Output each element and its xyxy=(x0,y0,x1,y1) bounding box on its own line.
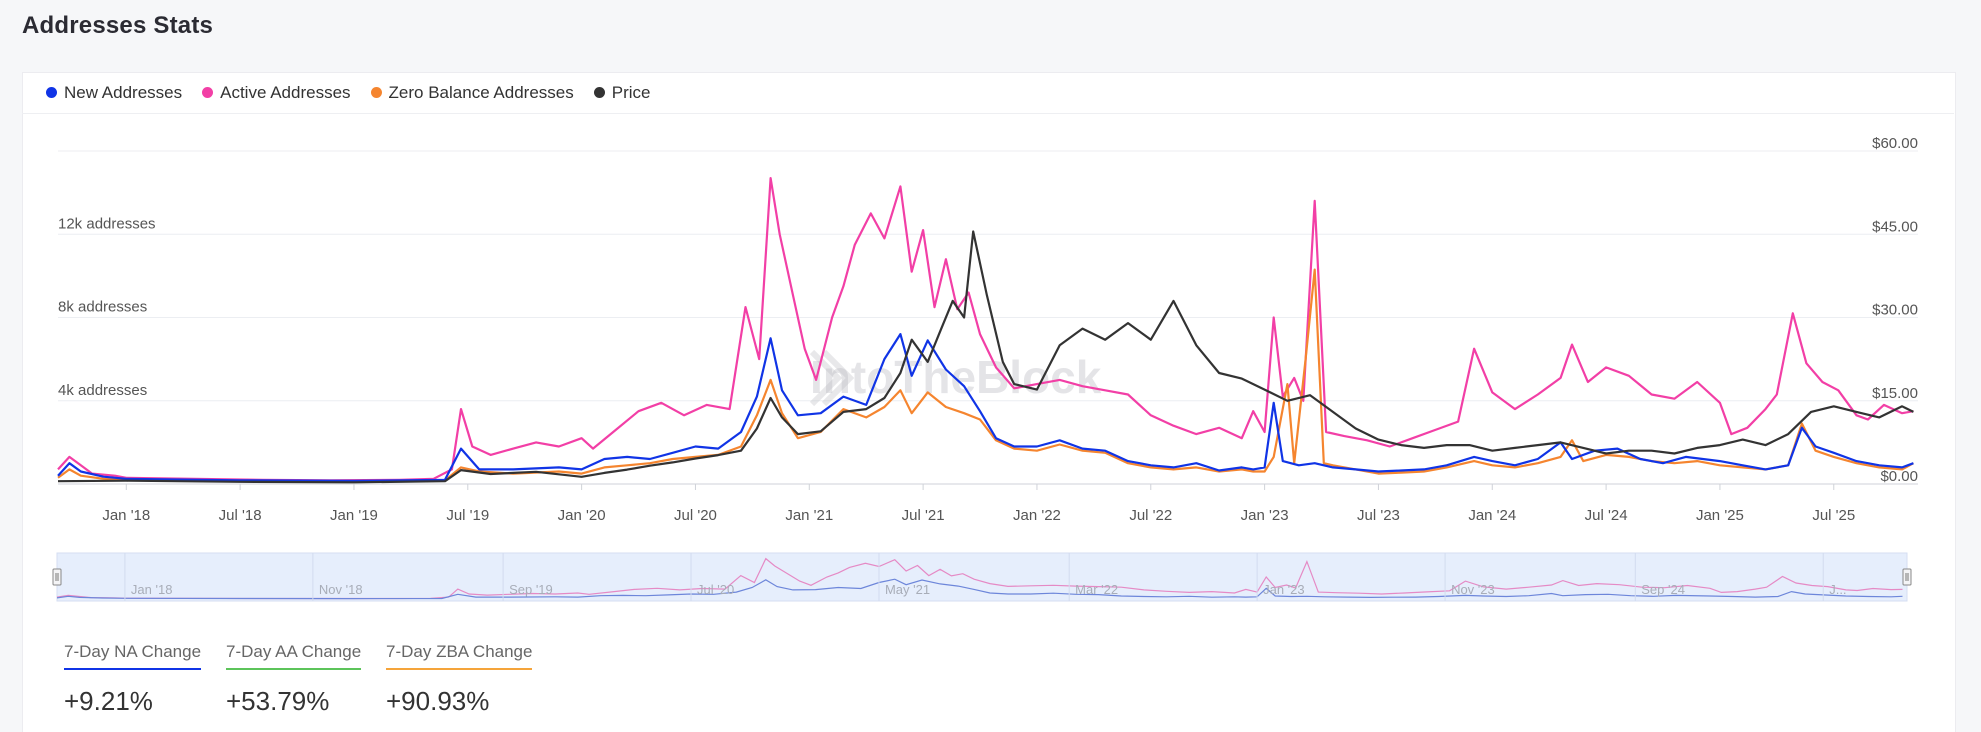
navigator-tick-label: Jan '18 xyxy=(131,582,173,597)
x-tick-label: Jan '23 xyxy=(1241,507,1289,524)
watermark-text: IntoTheBlock xyxy=(810,351,1102,403)
legend-label-active-addresses: Active Addresses xyxy=(220,82,351,102)
x-tick-label: Jul '19 xyxy=(446,507,489,524)
x-tick-label: Jan '18 xyxy=(102,507,150,524)
handle-grip xyxy=(1902,568,1912,586)
navigator-tick-label: J... xyxy=(1829,582,1846,597)
navigator-tick-label: Sep '19 xyxy=(509,582,553,597)
x-tick-label: Jul '25 xyxy=(1812,507,1855,524)
x-tick-label: Jul '20 xyxy=(674,507,717,524)
y-right-tick-label: $15.00 xyxy=(1872,385,1918,402)
legend-item-active-addresses[interactable]: Active Addresses xyxy=(202,82,351,103)
legend-dot-new-addresses xyxy=(46,87,57,98)
series-line-price xyxy=(57,230,1914,484)
zba-change-value: +90.93% xyxy=(386,686,490,716)
legend-dot-price xyxy=(593,87,605,98)
x-tick-label: Jul '21 xyxy=(902,507,945,524)
x-tick-label: Jul '22 xyxy=(1129,507,1172,524)
x-tick-label: Jan '22 xyxy=(1013,507,1061,524)
tab-7-day-aa-change[interactable]: 7-Day AA Change xyxy=(226,642,362,670)
tab-7-day-zba-change[interactable]: 7-Day ZBA Change xyxy=(386,642,533,670)
chart-legend: New Addresses Active Addresses Zero Bala… xyxy=(22,72,1954,114)
legend-label-new-addresses: New Addresses xyxy=(64,82,183,102)
navigator-tick-label: May '21 xyxy=(885,582,930,597)
x-tick-label: Jan '25 xyxy=(1696,507,1744,524)
y-right-tick-label: $45.00 xyxy=(1872,218,1918,235)
page-title: Addresses Stats xyxy=(22,12,214,39)
navigator-series-new-addresses xyxy=(56,578,1903,600)
navigator-tick-label: Nov '18 xyxy=(319,582,363,597)
navigator-left-handle[interactable] xyxy=(52,568,62,586)
aa-change-value: +53.79% xyxy=(226,686,330,716)
legend-label-price: Price xyxy=(611,82,651,102)
na-change-value: +9.21% xyxy=(64,686,153,716)
chart-card xyxy=(22,72,1956,732)
navigator-right-handle[interactable] xyxy=(1902,568,1912,586)
y-left-tick-label: 8k addresses xyxy=(58,299,147,316)
x-tick-label: Jul '18 xyxy=(219,507,262,524)
navigator-tick-label: Jul '20 xyxy=(697,582,734,597)
legend-item-price[interactable]: Price xyxy=(593,82,651,103)
handle-grip xyxy=(52,568,62,586)
series-line-new-addresses xyxy=(57,333,1914,482)
x-tick-label: Jan '24 xyxy=(1468,507,1516,524)
legend-item-zero-balance-addresses[interactable]: Zero Balance Addresses xyxy=(370,82,574,103)
x-tick-label: Jul '24 xyxy=(1585,507,1628,524)
y-right-tick-label: $60.00 xyxy=(1872,135,1918,152)
legend-label-zero-balance-addresses: Zero Balance Addresses xyxy=(388,82,574,102)
navigator-tick-label: Nov '23 xyxy=(1451,582,1495,597)
navigator-range xyxy=(56,552,1908,602)
x-tick-label: Jul '23 xyxy=(1357,507,1400,524)
tab-7-day-na-change[interactable]: 7-Day NA Change xyxy=(64,642,202,670)
navigator-tick-label: Jan '23 xyxy=(1263,582,1305,597)
x-tick-label: Jan '19 xyxy=(330,507,378,524)
y-left-tick-label: 4k addresses xyxy=(58,382,147,399)
legend-item-new-addresses[interactable]: New Addresses xyxy=(46,83,182,103)
navigator-series-active-addresses xyxy=(56,557,1903,600)
series-line-active-addresses xyxy=(57,177,1914,482)
legend-dot-active-addresses xyxy=(202,87,214,98)
x-tick-label: Jan '20 xyxy=(558,507,606,524)
y-right-tick-label: $30.00 xyxy=(1872,302,1918,319)
x-tick-label: Jan '21 xyxy=(785,507,833,524)
y-left-tick-label: 12k addresses xyxy=(58,215,156,232)
y-right-tick-label: $0.00 xyxy=(1880,468,1918,485)
legend-dot-zero-balance-addresses xyxy=(370,87,382,98)
navigator-tick-label: Mar '22 xyxy=(1075,582,1118,597)
navigator-tick-label: Sep '24 xyxy=(1641,582,1685,597)
